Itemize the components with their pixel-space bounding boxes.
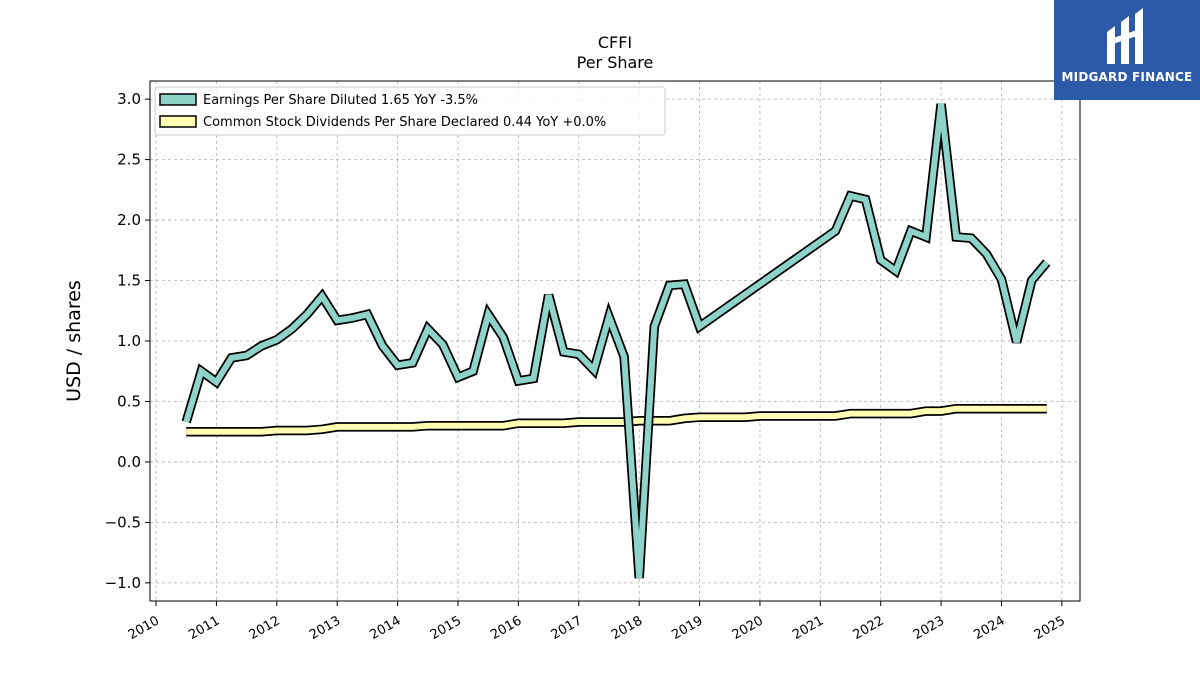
y-tick-label: 2.5 [117,151,141,169]
y-tick-label: −1.0 [105,574,141,592]
y-tick-label: 1.5 [117,272,141,290]
x-tick-label: 2024 [971,613,1007,643]
x-tick-label: 2011 [186,613,222,643]
legend-label-dividends: Common Stock Dividends Per Share Declare… [203,115,606,130]
x-tick-label: 2010 [126,613,162,643]
y-tick-label: 2.0 [117,211,141,229]
legend-box [154,86,666,136]
chart-title: CFFI [598,33,632,52]
plot-series [181,103,1051,579]
x-tick-label: 2025 [1032,613,1068,643]
x-axis: 2010 2011 2012 2013 2014 2015 2016 2017 2018 2019… [126,601,1068,643]
y-tick-label: −0.5 [105,513,141,531]
y-tick-label: 0.5 [117,392,141,410]
x-tick-label: 2023 [911,613,947,643]
y-axis: −1.0 −0.5 0.0 0.5 1.0 1.5 2.0 2.5 3.0 [105,90,150,592]
brand-logo: MIDGARD FINANCE [1054,0,1200,100]
series-line-eps [181,103,1051,579]
x-tick-label: 2020 [730,613,766,643]
x-tick-label: 2022 [851,613,887,643]
x-tick-label: 2013 [307,613,343,643]
y-tick-label: 0.0 [117,453,141,471]
x-tick-label: 2016 [488,613,524,643]
x-tick-label: 2015 [428,613,464,643]
legend-swatch-dividends [159,115,197,128]
x-tick-label: 2014 [367,613,403,643]
logo-text: MIDGARD FINANCE [1061,70,1193,84]
x-tick-label: 2018 [609,613,645,643]
x-tick-label: 2017 [549,613,585,643]
x-tick-label: 2012 [247,613,283,643]
y-tick-label: 3.0 [117,90,141,108]
series-line-dividends-fill [186,405,1047,435]
series-line-eps-fill [183,103,1050,579]
legend-swatch-eps [159,93,197,106]
x-tick-label: 2021 [790,613,826,643]
legend: Earnings Per Share Diluted 1.65 YoY -3.5… [154,86,666,136]
y-axis-label: USD / shares [63,280,85,402]
x-tick-label: 2019 [669,613,705,643]
y-tick-label: 1.0 [117,332,141,350]
series-line-dividends [186,403,1047,437]
midgard-logo-icon [1107,8,1143,64]
legend-label-eps: Earnings Per Share Diluted 1.65 YoY -3.5… [203,93,478,108]
chart-subtitle: Per Share [577,53,654,72]
